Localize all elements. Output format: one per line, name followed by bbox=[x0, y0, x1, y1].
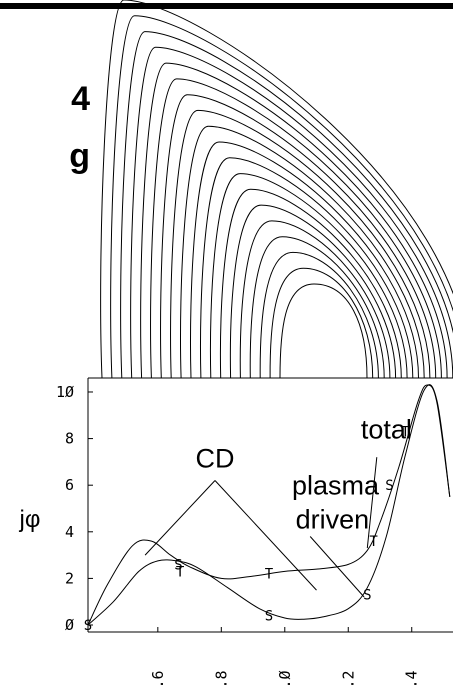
contour-11 bbox=[199, 157, 414, 379]
contour-2 bbox=[110, 15, 453, 379]
contour-10 bbox=[190, 141, 419, 379]
contour-7 bbox=[160, 94, 437, 379]
contour-5 bbox=[140, 62, 448, 379]
x-tick-label-2.4: 2.4 bbox=[403, 670, 421, 686]
y-tick-label-8: 8 bbox=[65, 430, 74, 448]
series-line-cd bbox=[87, 384, 451, 626]
x-tick-label-2: 2.Ø bbox=[276, 670, 294, 686]
flux-contours bbox=[100, 0, 453, 379]
contour-16 bbox=[249, 236, 385, 379]
contour-17 bbox=[259, 251, 379, 379]
point-marker-t: T bbox=[401, 425, 410, 441]
contour-9 bbox=[180, 125, 425, 379]
annotation-total: total bbox=[361, 415, 412, 445]
y-tick-label-10: 1Ø bbox=[56, 383, 74, 401]
contour-15 bbox=[239, 220, 391, 379]
point-marker-t: T bbox=[176, 564, 185, 580]
y-axis-label: jφ bbox=[19, 506, 41, 533]
leader-plasma-driven bbox=[309, 536, 365, 598]
annotation-driven: driven bbox=[296, 504, 370, 534]
side-text-2: g bbox=[69, 137, 90, 175]
point-marker-t: T bbox=[265, 567, 274, 583]
annotation-cd: CD bbox=[195, 444, 234, 474]
x-tick-label-2.2: 2.2 bbox=[339, 670, 357, 686]
x-tick-label-1.6: 1.6 bbox=[149, 670, 167, 686]
side-text-1: 4 bbox=[71, 80, 90, 118]
point-marker-s: S bbox=[174, 557, 182, 573]
x-tick-label-1.8: 1.8 bbox=[212, 670, 230, 686]
contour-18 bbox=[269, 267, 374, 379]
contour-1 bbox=[100, 0, 453, 379]
annotation-plasma: plasma bbox=[292, 471, 380, 501]
contour-19 bbox=[279, 283, 368, 379]
y-tick-label-6: 6 bbox=[65, 476, 74, 494]
point-marker-s: S bbox=[84, 618, 92, 634]
leader-cd-to-cd bbox=[214, 480, 317, 591]
contour-14 bbox=[229, 204, 397, 379]
y-tick-label-0: Ø bbox=[65, 616, 74, 634]
contour-8 bbox=[170, 109, 431, 379]
leader-total bbox=[366, 457, 378, 549]
point-marker-s: S bbox=[363, 588, 371, 604]
contour-12 bbox=[209, 173, 408, 379]
point-marker-t: T bbox=[369, 534, 378, 550]
contour-4 bbox=[130, 46, 453, 379]
contour-13 bbox=[219, 188, 402, 379]
y-tick-label-2: 2 bbox=[65, 569, 74, 587]
leader-cd-to-total bbox=[144, 480, 216, 556]
y-tick-label-4: 4 bbox=[65, 523, 74, 541]
point-marker-s: S bbox=[265, 609, 273, 625]
point-marker-s: S bbox=[385, 478, 393, 494]
contour-6 bbox=[150, 78, 442, 379]
contour-3 bbox=[120, 31, 453, 379]
series-line-total bbox=[87, 384, 451, 626]
